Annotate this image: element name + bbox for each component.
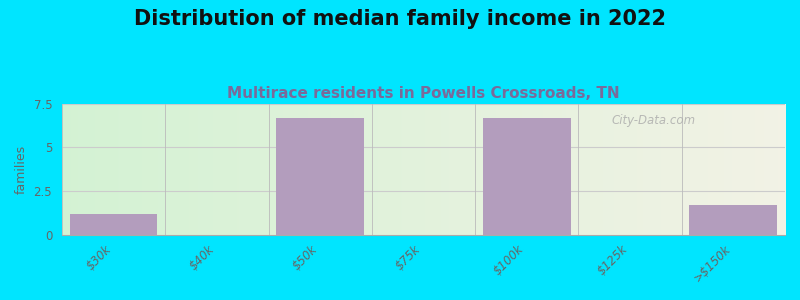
Title: Multirace residents in Powells Crossroads, TN: Multirace residents in Powells Crossroad… [227, 86, 620, 101]
Text: Distribution of median family income in 2022: Distribution of median family income in … [134, 9, 666, 29]
Y-axis label: families: families [15, 145, 28, 194]
Bar [483, 118, 570, 235]
Bar [690, 206, 778, 235]
Text: City-Data.com: City-Data.com [611, 114, 695, 127]
Bar [276, 118, 364, 235]
Bar [70, 214, 158, 235]
